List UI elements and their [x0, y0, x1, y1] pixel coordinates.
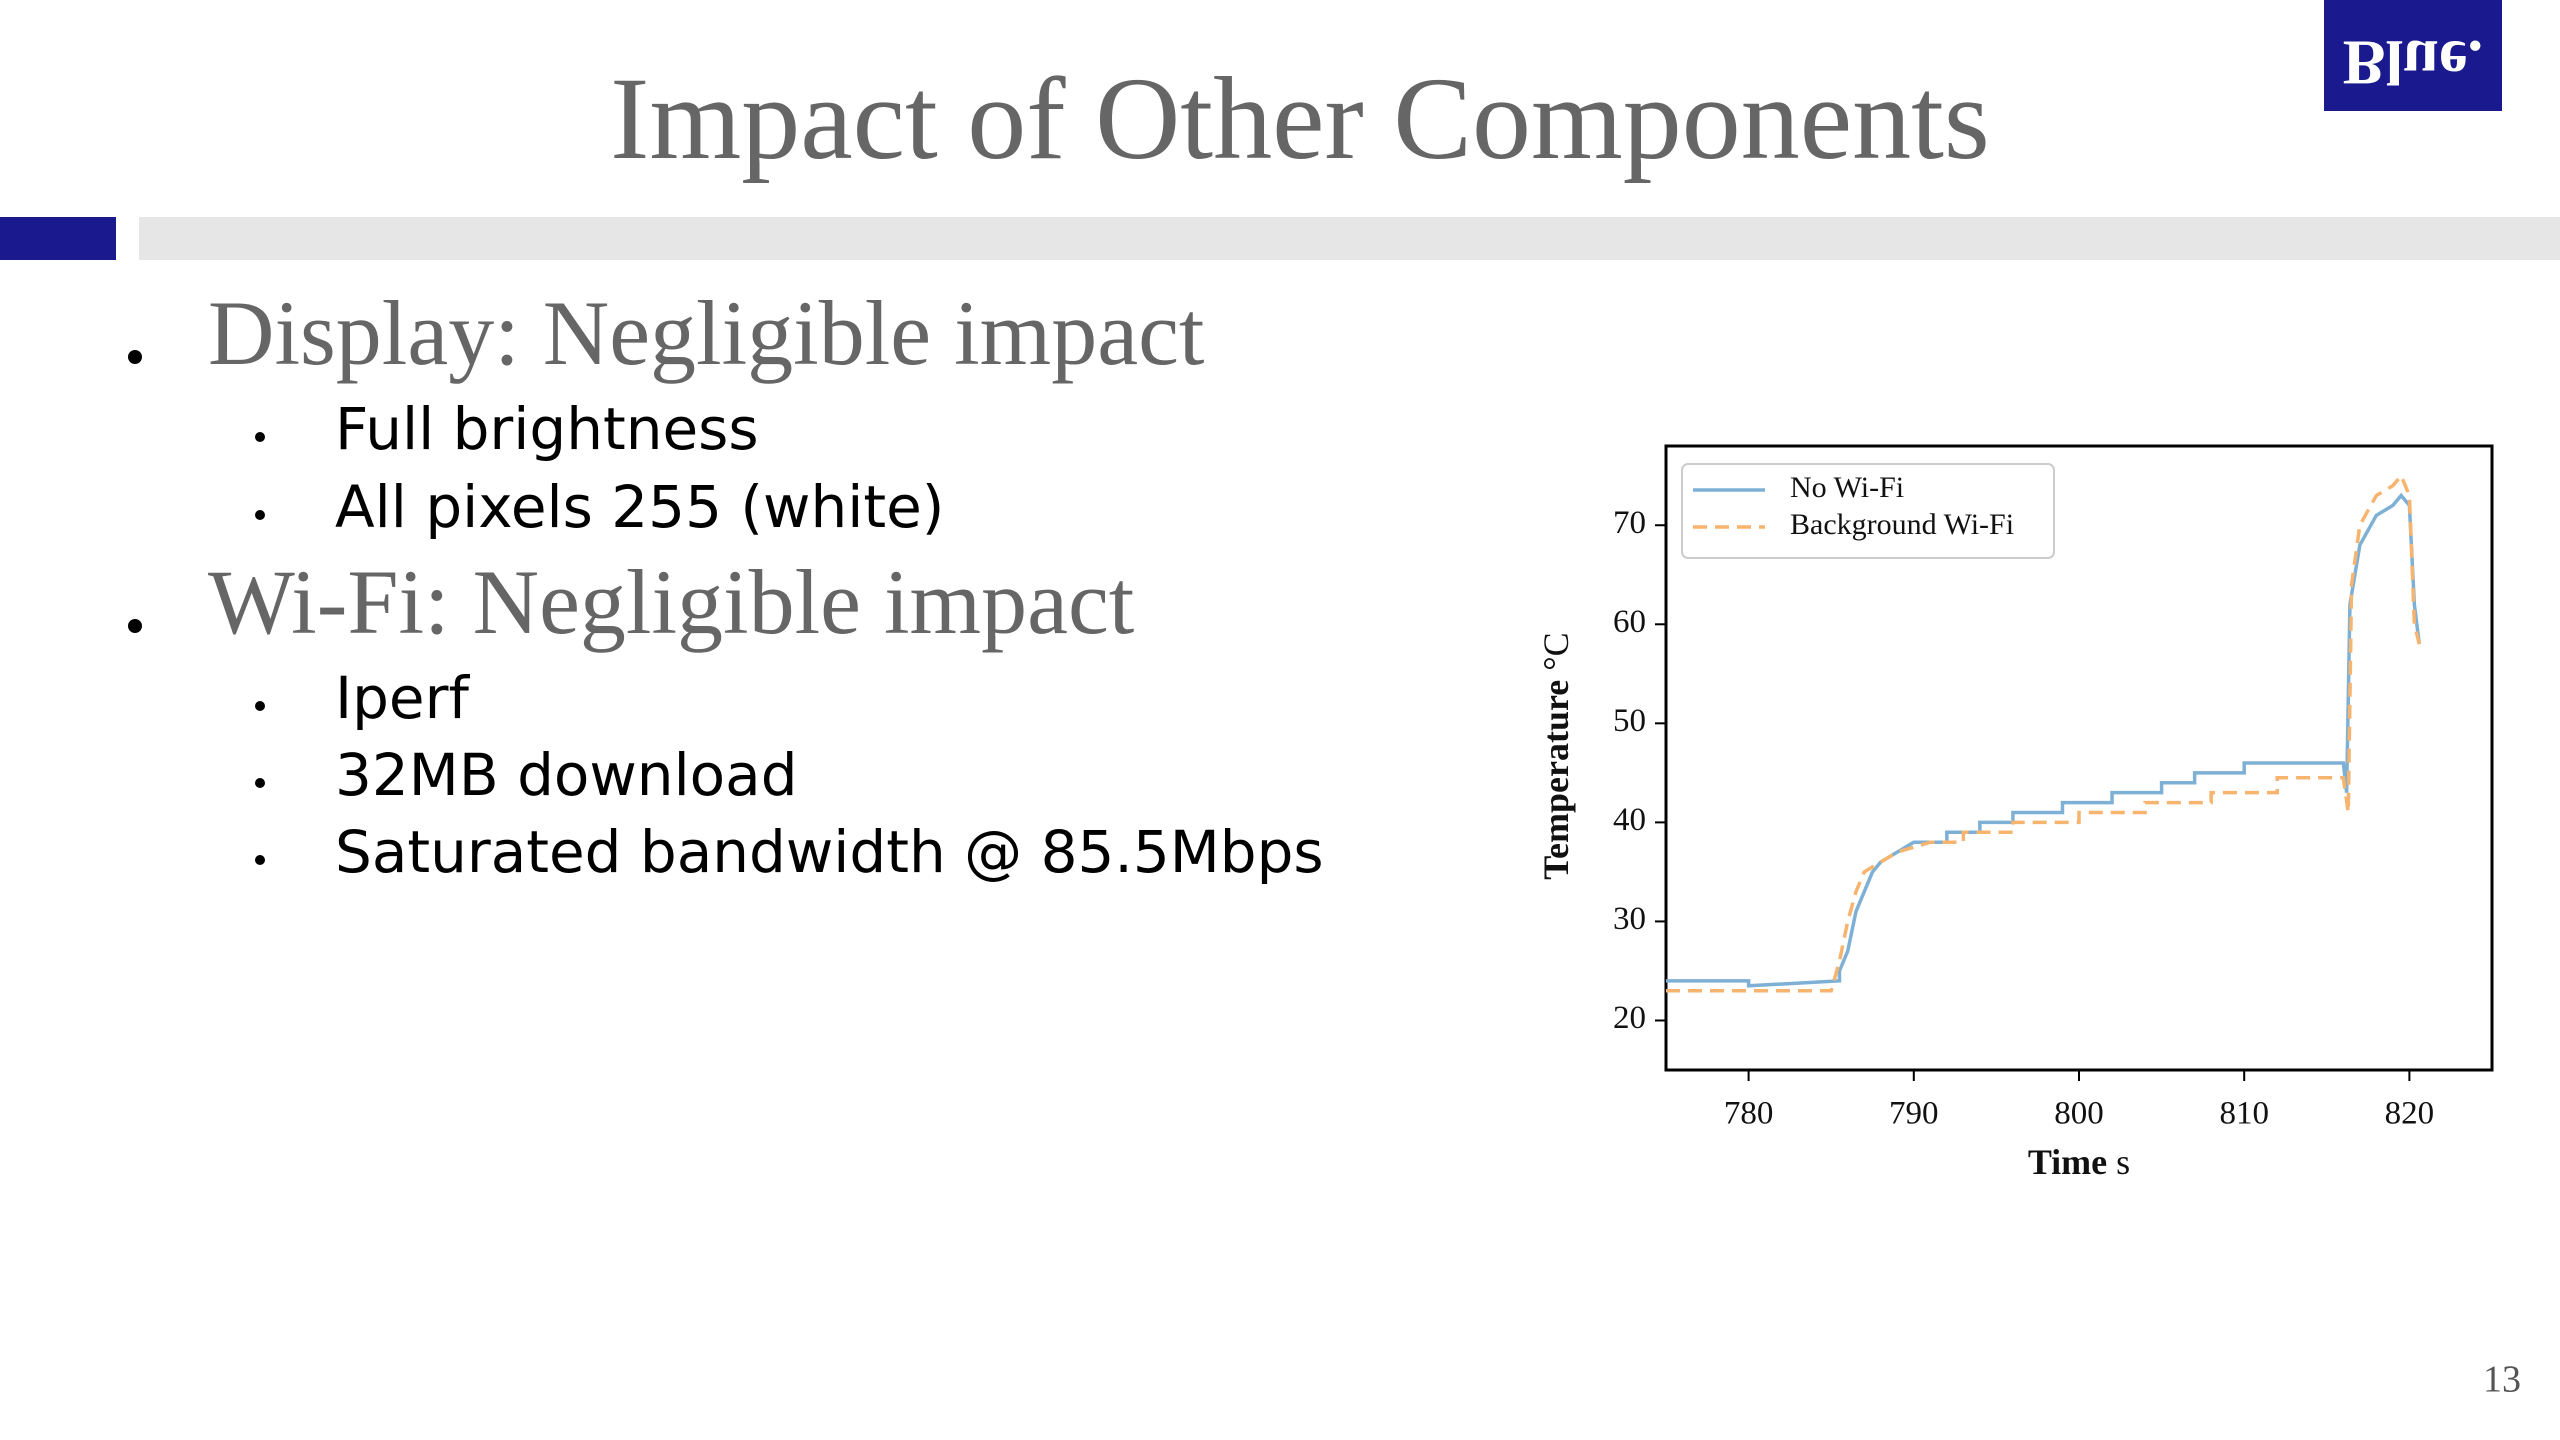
y-tick-label: 50	[1613, 703, 1646, 739]
y-axis-unit: °C	[1536, 632, 1576, 670]
y-axis-title: Temperature	[1536, 680, 1576, 880]
x-tick-label: 820	[2385, 1096, 2435, 1132]
logo: Blue.	[2343, 27, 2483, 98]
sub-bullet-dot	[255, 778, 265, 788]
sub-bullet-dot	[255, 510, 265, 520]
sub-bullet-text: All pixels 255 (white)	[335, 473, 944, 541]
x-axis-label: Time s	[2028, 1142, 2130, 1182]
chart: 780 790 800 810 820 20 30 40 50 60 70 Time s Tempera…	[1536, 444, 2494, 1182]
y-tick-label: 60	[1613, 604, 1646, 640]
legend-label: Background Wi-Fi	[1790, 508, 2014, 541]
sub-bullet-dot	[255, 701, 265, 711]
logo-text: Blue.	[2343, 27, 2483, 98]
y-tick-label: 70	[1613, 505, 1646, 541]
x-tick-label: 790	[1889, 1096, 1939, 1132]
bullet-text: Display: Negligible impact	[208, 282, 1205, 384]
bullet-dot	[128, 619, 142, 633]
y-tick-label: 20	[1613, 1000, 1646, 1036]
y-tick-label: 30	[1613, 901, 1646, 937]
data-line	[1666, 492, 2422, 988]
x-tick-label: 810	[2219, 1096, 2269, 1132]
sub-bullet-text: Saturated bandwidth @ 85.5Mbps	[335, 818, 1324, 886]
slide-title: Impact of Other Components	[610, 53, 1990, 184]
logo-box	[2324, 0, 2502, 111]
sub-bullet-text: Iperf	[335, 664, 470, 732]
y-axis-label: Temperature °C	[1536, 632, 1576, 879]
data-line	[1666, 472, 2422, 993]
page-number: 13	[2483, 1359, 2521, 1401]
bullet-list: Display: Negligible impact Full brightnes…	[128, 282, 1324, 886]
legend-box	[1681, 463, 2055, 559]
x-axis-unit: s	[2116, 1142, 2130, 1182]
sub-bullet-dot	[255, 855, 265, 865]
bullet-text: Wi-Fi: Negligible impact	[208, 551, 1135, 653]
accent-bar	[0, 217, 116, 260]
x-axis-title: Time	[2028, 1142, 2107, 1182]
sub-bullet-text: 32MB download	[335, 741, 798, 809]
bullet-dot	[128, 350, 142, 364]
y-tick-label: 40	[1613, 802, 1646, 838]
divider-bar	[139, 217, 2560, 260]
sub-bullet-text: Full brightness	[335, 395, 759, 463]
x-tick-label: 800	[2054, 1096, 2104, 1132]
x-tick-label: 780	[1724, 1096, 1774, 1132]
legend-label: No Wi-Fi	[1790, 471, 1904, 504]
sub-bullet-dot	[255, 432, 265, 442]
